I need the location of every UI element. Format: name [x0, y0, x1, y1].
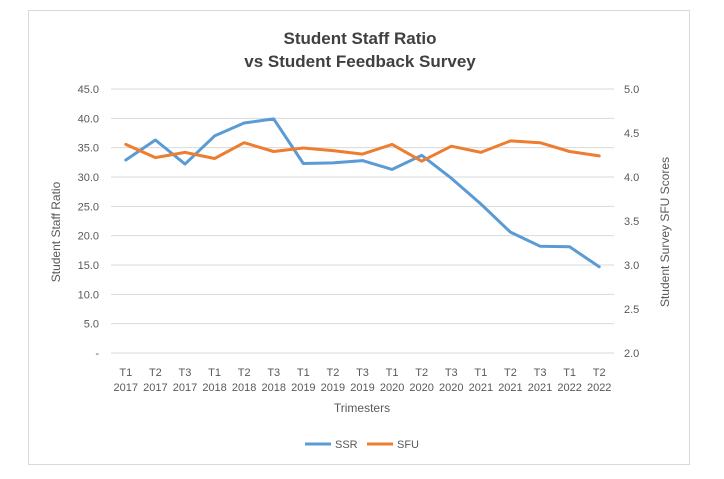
x-axis-title: Trimesters	[334, 401, 390, 415]
x-tick-label-year: 2017	[143, 382, 167, 394]
x-tick-label-term: T1	[563, 367, 576, 379]
chart-title-line-2: vs Student Feedback Survey	[244, 52, 476, 71]
right-tick-label: 4.5	[624, 128, 639, 140]
x-tick-label-year: 2020	[439, 382, 463, 394]
left-tick-label: -	[95, 348, 99, 360]
x-tick-label-term: T1	[119, 367, 132, 379]
legend: SSR SFU	[305, 439, 419, 451]
chart-title-line-1: Student Staff Ratio	[284, 29, 437, 48]
gridlines	[111, 88, 614, 354]
line-chart: Student Staff Ratio vs Student Feedback …	[49, 29, 672, 451]
left-axis-title: Student Staff Ratio	[49, 181, 63, 282]
x-tick-label-term: T2	[326, 367, 339, 379]
x-tick-label-term: T2	[504, 367, 517, 379]
left-tick-label: 25.0	[78, 201, 99, 213]
legend-label-sfu: SFU	[397, 439, 419, 451]
series-line-ssr	[124, 117, 601, 269]
x-tick-label-year: 2021	[469, 382, 493, 394]
x-tick-label-year: 2022	[557, 382, 581, 394]
x-tick-label-term: T2	[415, 367, 428, 379]
x-tick-label-year: 2019	[350, 382, 374, 394]
x-tick-label-term: T2	[593, 367, 606, 379]
right-axis-title: Student Survey SFU Scores	[658, 157, 672, 307]
chart-frame: Student Staff Ratio vs Student Feedback …	[28, 10, 690, 465]
x-tick-label-year: 2019	[321, 382, 345, 394]
left-tick-label: 10.0	[78, 289, 99, 301]
left-tick-label: 15.0	[78, 260, 99, 272]
x-tick-label-term: T3	[534, 367, 547, 379]
x-tick-label-year: 2020	[409, 382, 433, 394]
left-tick-label: 35.0	[78, 143, 99, 155]
x-tick-label-term: T1	[297, 367, 310, 379]
x-tick-label-year: 2022	[587, 382, 611, 394]
x-tick-label-year: 2018	[202, 382, 226, 394]
series-lines	[124, 117, 601, 269]
x-tick-label-year: 2020	[380, 382, 404, 394]
right-tick-label: 2.5	[624, 304, 639, 316]
x-tick-label-term: T2	[238, 367, 251, 379]
left-tick-label: 20.0	[78, 231, 99, 243]
x-tick-label-year: 2018	[232, 382, 256, 394]
right-axis-ticks: 2.0 2.5 3.0 3.5 4.0 4.5 5.0	[624, 84, 639, 360]
x-tick-label-term: T1	[474, 367, 487, 379]
series-line-sfu	[124, 139, 601, 163]
left-tick-label: 30.0	[78, 172, 99, 184]
x-tick-label-year: 2017	[173, 382, 197, 394]
legend-label-ssr: SSR	[335, 439, 358, 451]
x-tick-label-term: T3	[445, 367, 458, 379]
x-tick-label-year: 2021	[528, 382, 552, 394]
right-tick-label: 4.0	[624, 172, 639, 184]
x-tick-label-year: 2018	[261, 382, 285, 394]
right-tick-label: 3.0	[624, 260, 639, 272]
left-tick-label: 45.0	[78, 84, 99, 96]
x-tick-label-term: T3	[267, 367, 280, 379]
x-tick-label-term: T3	[356, 367, 369, 379]
x-tick-label-term: T3	[179, 367, 192, 379]
x-axis-ticks: T1 2017 T2 2017 T3 2017 T1 2018 T2 2018 T3 2018 T1 20…	[114, 367, 612, 394]
x-tick-label-year: 2017	[114, 382, 138, 394]
left-tick-label: 40.0	[78, 113, 99, 125]
right-tick-label: 5.0	[624, 84, 639, 96]
x-tick-label-year: 2021	[498, 382, 522, 394]
x-tick-label-term: T2	[149, 367, 162, 379]
x-tick-label-term: T1	[386, 367, 399, 379]
left-tick-label: 5.0	[84, 319, 99, 331]
x-tick-label-term: T1	[208, 367, 221, 379]
right-tick-label: 3.5	[624, 216, 639, 228]
x-tick-label-year: 2019	[291, 382, 315, 394]
left-axis-ticks: - 5.0 10.0 15.0 20.0 25.0 30.0 35.0 40.0 45.0	[78, 84, 100, 360]
right-tick-label: 2.0	[624, 348, 639, 360]
